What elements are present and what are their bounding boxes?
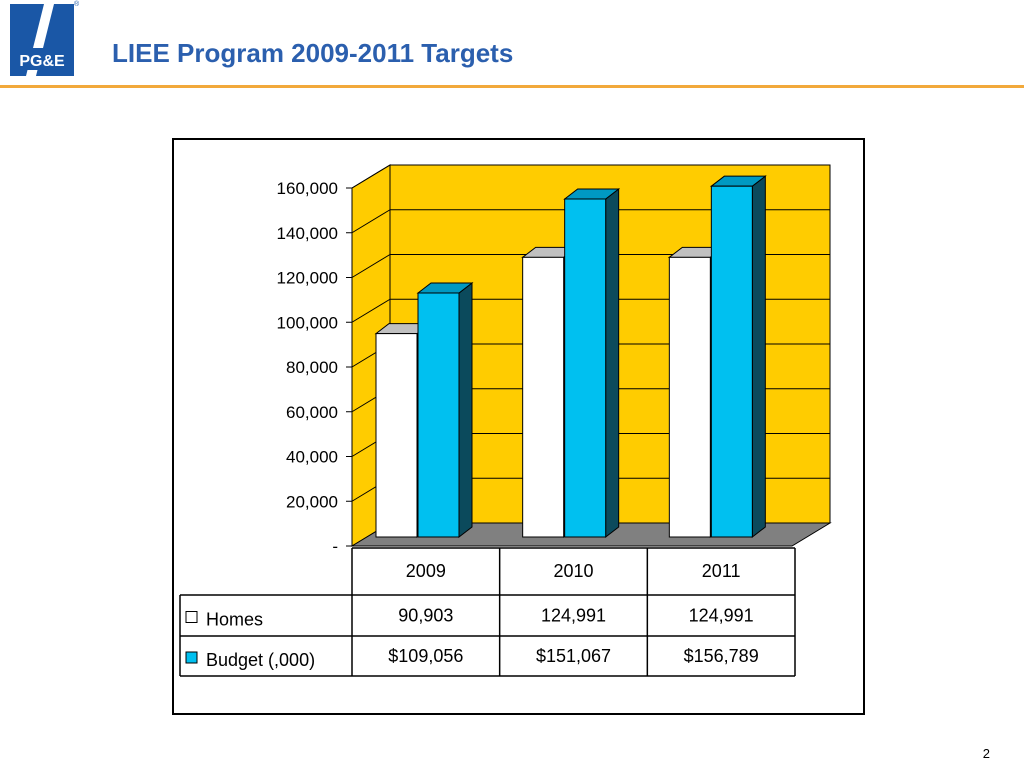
bar-side (751, 175, 766, 539)
registered-mark: ® (74, 1, 80, 8)
data-value-label: $109,056 (388, 646, 463, 666)
y-tick-label: 140,000 (277, 224, 338, 243)
header-rule (0, 85, 1024, 88)
bar (668, 256, 711, 538)
pge-logo: PG&E (10, 4, 74, 76)
svg-text:PG&E: PG&E (19, 53, 65, 70)
bar (710, 185, 753, 538)
bar-side (605, 187, 620, 539)
y-tick-label: 120,000 (277, 269, 338, 288)
data-value-label: 124,991 (689, 606, 754, 626)
bar (564, 198, 607, 538)
data-value-label: 90,903 (398, 606, 453, 626)
legend-label: Homes (206, 610, 263, 630)
bar (375, 333, 418, 538)
y-tick-label: 60,000 (286, 403, 338, 422)
legend-label: Budget (,000) (206, 650, 315, 670)
table-category-label: 2011 (702, 561, 741, 581)
gridline-side (351, 164, 391, 189)
y-tick-label: 20,000 (286, 492, 338, 511)
table-category-label: 2010 (553, 561, 593, 581)
table-category-label: 2009 (406, 561, 446, 581)
legend-swatch (185, 651, 198, 664)
data-value-label: $156,789 (684, 646, 759, 666)
y-tick-label: 100,000 (277, 313, 338, 332)
page-number: 2 (982, 746, 990, 761)
legend-swatch (185, 611, 198, 623)
chart-frame: - 20,000 40,000 60,000 80,000 100,000 120,000 1… (172, 138, 865, 715)
bar (522, 256, 565, 538)
y-tick-label: 160,000 (277, 179, 338, 198)
gridline-side (351, 209, 391, 234)
y-tick-label: 80,000 (286, 358, 338, 377)
bar-chart: - 20,000 40,000 60,000 80,000 100,000 120,000 1… (179, 164, 832, 677)
data-value-label: $151,067 (536, 646, 611, 666)
bar (417, 292, 460, 538)
y-tick-label: 40,000 (286, 448, 338, 467)
y-tick-label: - (332, 537, 338, 556)
gridline-side (351, 298, 391, 323)
slide-title: LIEE Program 2009-2011 Targets (112, 38, 514, 68)
gridline-side (351, 254, 391, 278)
data-value-label: 124,991 (541, 606, 606, 626)
bar-side (458, 281, 473, 539)
